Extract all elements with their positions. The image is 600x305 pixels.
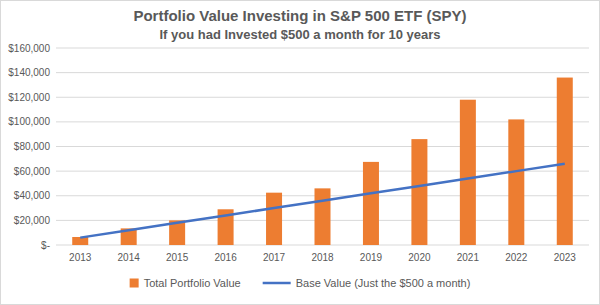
y-tick-label: $40,000: [14, 190, 51, 201]
bar: [557, 78, 573, 245]
x-tick-label: 2020: [408, 252, 431, 263]
y-tick-label: $80,000: [14, 141, 51, 152]
grid-line: [56, 72, 589, 73]
x-tick-label: 2019: [360, 252, 383, 263]
legend-swatch: [263, 282, 291, 285]
plot-area: [72, 78, 573, 245]
y-tick-label: $100,000: [8, 116, 50, 127]
x-tick-label: 2016: [214, 252, 237, 263]
x-tick-label: 2015: [166, 252, 189, 263]
legend-label: Base Value (Just the $500 a month): [296, 277, 471, 289]
bar: [460, 100, 476, 245]
bar: [411, 139, 427, 245]
x-tick-label: 2017: [263, 252, 286, 263]
x-tick-label: 2023: [554, 252, 577, 263]
bar: [266, 193, 282, 245]
x-tick-label: 2021: [457, 252, 480, 263]
subtitle: If you had Invested $500 a month for 10 …: [159, 27, 440, 42]
bar: [72, 237, 88, 245]
x-tick-label: 2014: [118, 252, 141, 263]
grid-line: [56, 97, 589, 98]
bar: [315, 188, 331, 245]
x-tick-label: 2013: [69, 252, 92, 263]
x-tick-label: 2018: [311, 252, 334, 263]
legend: Total Portfolio Value Base Value (Just th…: [130, 277, 471, 289]
y-tick-label: $20,000: [14, 215, 51, 226]
legend-item: Total Portfolio Value: [130, 277, 241, 289]
x-tick-label: 2022: [505, 252, 528, 263]
bar: [363, 162, 379, 245]
y-tick-label: $140,000: [8, 67, 50, 78]
y-tick-label: $-: [41, 240, 50, 251]
legend-swatch: [130, 279, 139, 288]
y-tick-label: $160,000: [8, 43, 50, 54]
legend-label: Total Portfolio Value: [144, 277, 241, 289]
chart: Portfolio Value Investing in S&P 500 ETF…: [0, 0, 600, 305]
chart-border: [1, 1, 600, 305]
grid-line: [56, 48, 589, 49]
legend-item: Base Value (Just the $500 a month): [263, 277, 471, 289]
bar: [508, 119, 524, 245]
y-tick-label: $120,000: [8, 92, 50, 103]
line: [80, 164, 565, 238]
y-tick-label: $60,000: [14, 166, 51, 177]
title: Portfolio Value Investing in S&P 500 ETF…: [133, 7, 466, 24]
